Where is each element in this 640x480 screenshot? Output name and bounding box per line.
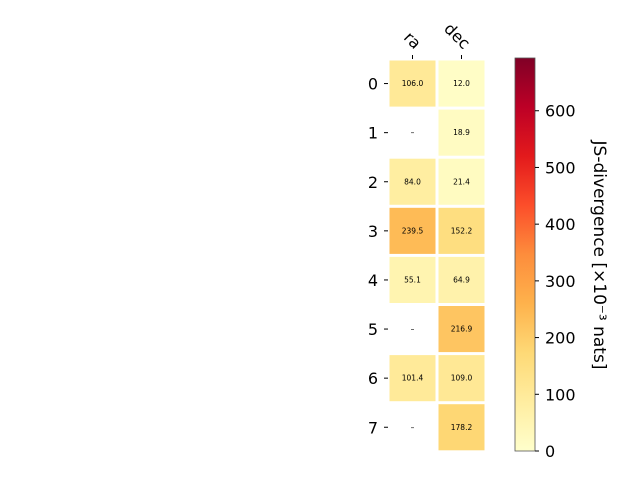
row-tick-label: 2 xyxy=(368,173,378,192)
heatmap-cell xyxy=(389,404,436,451)
row-tick-label: 7 xyxy=(368,418,378,437)
row-tick-label: 4 xyxy=(368,271,378,290)
heatmap-cell xyxy=(389,60,436,107)
cell-value-label: 18.9 xyxy=(453,128,470,137)
cell-value-label: 55.1 xyxy=(404,275,421,284)
colorbar-tick-label: 100 xyxy=(545,385,576,404)
colorbar-tick-label: 400 xyxy=(545,215,576,234)
colorbar xyxy=(514,57,536,452)
heatmap-cell xyxy=(389,306,436,353)
colorbar-label: JS-divergence [×10⁻³ nats] xyxy=(589,140,609,370)
cell-value-label: 109.0 xyxy=(451,374,473,383)
heatmap-cell xyxy=(438,109,485,156)
cell-value-label: – xyxy=(411,423,415,432)
heatmap-cell xyxy=(389,158,436,205)
heatmap-cell xyxy=(389,207,436,254)
row-tick-label: 3 xyxy=(368,222,378,241)
cell-value-label: 178.2 xyxy=(451,423,473,432)
heatmap-cell xyxy=(438,158,485,205)
cell-value-label: 101.4 xyxy=(402,374,424,383)
row-tick-label: 1 xyxy=(368,124,378,143)
heatmap-cell xyxy=(438,256,485,303)
heatmap-cell xyxy=(438,404,485,451)
colorbar-tick-label: 300 xyxy=(545,272,576,291)
colorbar-tick-label: 0 xyxy=(545,442,555,461)
colorbar-tick-label: 200 xyxy=(545,329,576,348)
cell-value-label: 239.5 xyxy=(402,226,424,235)
cell-value-label: – xyxy=(411,128,415,137)
column-tick-label: dec xyxy=(440,19,474,53)
row-tick-label: 6 xyxy=(368,369,378,388)
heatmap-cell xyxy=(389,355,436,402)
colorbar-tick-label: 500 xyxy=(545,158,576,177)
colorbar-tick-label: 600 xyxy=(545,102,576,121)
heatmap-cell xyxy=(438,355,485,402)
heatmap-cell xyxy=(438,306,485,353)
cell-value-label: 12.0 xyxy=(453,79,470,88)
cell-value-label: 216.9 xyxy=(451,325,473,334)
cell-value-label: 64.9 xyxy=(453,275,470,284)
heatmap-cell xyxy=(438,60,485,107)
cell-value-label: 84.0 xyxy=(404,177,421,186)
cell-value-label: – xyxy=(411,325,415,334)
heatmap-cell xyxy=(389,256,436,303)
row-tick-label: 0 xyxy=(368,75,378,94)
cell-value-label: 21.4 xyxy=(453,177,470,186)
heatmap-cell xyxy=(438,207,485,254)
cell-value-label: 106.0 xyxy=(402,79,424,88)
heatmap-cell xyxy=(389,109,436,156)
cell-value-label: 152.2 xyxy=(451,226,473,235)
row-tick-label: 5 xyxy=(368,320,378,339)
column-tick-label: ra xyxy=(400,28,425,53)
